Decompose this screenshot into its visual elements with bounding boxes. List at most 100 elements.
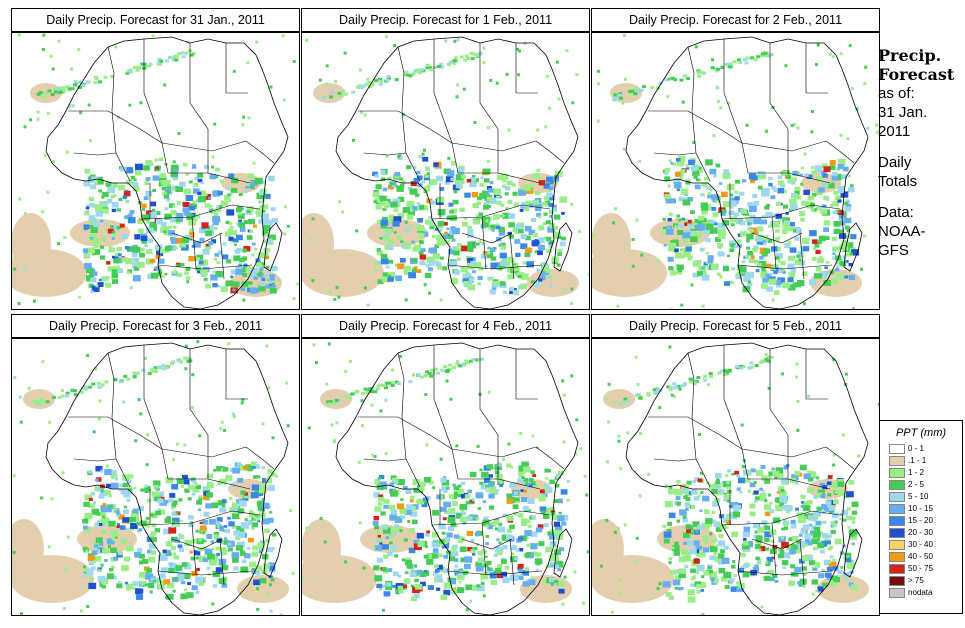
legend-item: 10 - 15 — [880, 503, 962, 515]
country-border — [191, 522, 197, 576]
precip-map — [591, 338, 880, 616]
precip-map — [11, 32, 300, 310]
country-border — [825, 446, 855, 470]
precip-legend: PPT (mm) 0 - 1 .1 - 1 1 - 2 2 - 5 5 - 10 10 -… — [879, 420, 963, 614]
country-border — [451, 446, 537, 458]
legend-swatch — [889, 588, 905, 598]
legend-swatch — [889, 504, 905, 514]
country-border — [107, 352, 115, 418]
panel-title: Daily Precip. Forecast for 4 Feb., 2011 — [301, 314, 590, 338]
country-border — [219, 232, 225, 280]
country-border — [509, 538, 515, 586]
legend-label: .1 - 1 — [908, 456, 927, 465]
country-border — [189, 349, 209, 436]
legend-swatch — [889, 540, 905, 550]
country-border — [691, 416, 711, 488]
legend-item: 5 - 10 — [880, 491, 962, 503]
panel-title: Daily Precip. Forecast for 2 Feb., 2011 — [591, 8, 880, 32]
precip-map — [591, 32, 880, 310]
country-border — [769, 349, 789, 436]
country-border — [171, 232, 223, 244]
country-border — [737, 264, 833, 270]
country-border — [771, 216, 777, 270]
sidebar-title-line1: Precip. — [878, 46, 942, 65]
legend-item: 1 - 2 — [880, 467, 962, 479]
legend-label: 15 - 20 — [908, 516, 933, 525]
country-border — [479, 43, 499, 130]
country-border — [363, 458, 407, 462]
legend-item: 30 - 40 — [880, 539, 962, 551]
africa-coastline — [625, 36, 869, 309]
madagascar-coastline — [553, 528, 573, 578]
totals-line2: Totals — [878, 173, 918, 190]
forecast-date-line1: 31 Jan. — [878, 104, 928, 121]
country-border — [687, 352, 695, 418]
forecast-panel-5: Daily Precip. Forecast for 4 Feb., 2011 — [301, 314, 590, 616]
country-border — [245, 140, 275, 164]
country-border — [161, 140, 247, 152]
legend-swatch — [889, 528, 905, 538]
country-border — [461, 538, 513, 550]
forecast-panel-1: Daily Precip. Forecast for 31 Jan., 2011 — [11, 8, 300, 310]
forecast-panel-6: Daily Precip. Forecast for 5 Feb., 2011 — [591, 314, 880, 616]
country-border — [737, 570, 833, 576]
country-border — [451, 140, 537, 152]
country-border — [431, 510, 551, 526]
legend-swatch — [889, 456, 905, 466]
country-border — [171, 538, 223, 550]
legend-label: 10 - 15 — [908, 504, 933, 513]
legend-item: 50 - 75 — [880, 563, 962, 575]
country-border — [805, 349, 828, 400]
legend-swatch — [889, 444, 905, 454]
country-border — [687, 46, 695, 112]
country-border — [648, 416, 743, 450]
legend-label: 20 - 30 — [908, 528, 933, 537]
country-border — [358, 110, 453, 144]
legend-label: nodata — [908, 588, 933, 597]
legend-label: > 75 — [908, 576, 924, 585]
country-border — [535, 140, 565, 164]
legend-label: 50 - 75 — [908, 564, 933, 573]
country-border — [401, 110, 421, 182]
country-border — [225, 349, 248, 400]
country-border — [141, 510, 261, 526]
country-border — [401, 416, 421, 488]
country-border — [723, 39, 749, 174]
legend-label: 40 - 50 — [908, 552, 933, 561]
legend-swatch — [889, 564, 905, 574]
country-border — [397, 46, 405, 112]
madagascar-coastline — [843, 222, 863, 272]
country-border — [721, 204, 841, 220]
country-border — [433, 39, 459, 174]
precip-map — [301, 32, 590, 310]
legend-swatch — [889, 492, 905, 502]
country-border — [431, 204, 551, 220]
africa-coastline — [335, 342, 579, 615]
legend-label: 2 - 5 — [908, 480, 925, 489]
africa-coastline — [625, 342, 869, 615]
legend-swatch — [889, 552, 905, 562]
country-border — [397, 352, 405, 418]
country-border — [481, 216, 487, 270]
data-source-line3: GFS — [878, 242, 909, 259]
country-border — [363, 152, 407, 156]
country-border — [447, 570, 543, 576]
madagascar-coastline — [263, 528, 283, 578]
country-border — [741, 446, 827, 458]
country-border — [509, 232, 515, 280]
country-border — [225, 43, 248, 94]
country-border — [68, 416, 163, 450]
africa-coastline — [335, 36, 579, 309]
country-border — [161, 446, 247, 458]
country-border — [73, 458, 117, 462]
panel-title: Daily Precip. Forecast for 5 Feb., 2011 — [591, 314, 880, 338]
africa-coastline — [45, 36, 289, 309]
country-border — [515, 43, 538, 94]
forecast-panel-2: Daily Precip. Forecast for 1 Feb., 2011 — [301, 8, 590, 310]
country-border — [189, 43, 209, 130]
country-border — [721, 510, 841, 526]
country-border — [799, 232, 805, 280]
country-border — [799, 538, 805, 586]
map-canvas — [592, 342, 879, 615]
legend-item: > 75 — [880, 575, 962, 587]
